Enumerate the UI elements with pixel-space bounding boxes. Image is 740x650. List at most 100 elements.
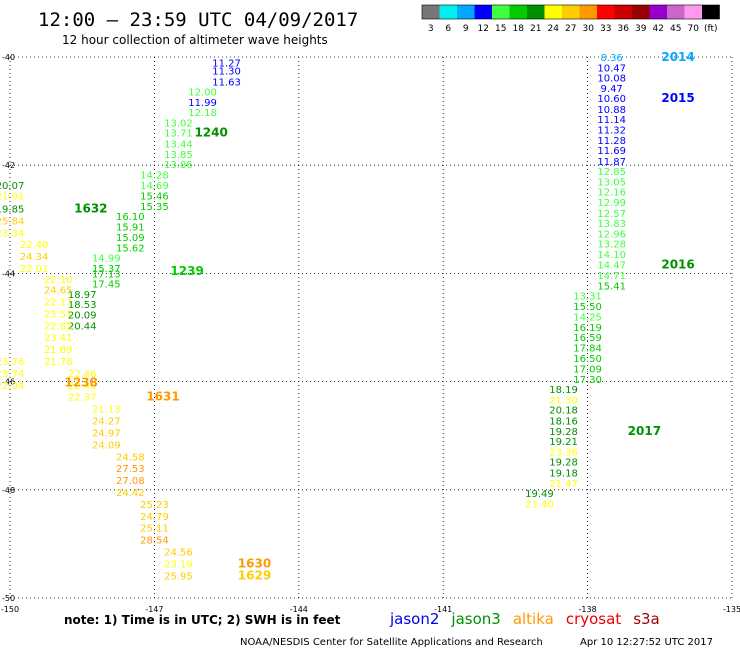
swh-value: 16.19	[573, 323, 602, 334]
swh-value: 20.44	[68, 321, 97, 332]
chart-subtitle: 12 hour collection of altimeter wave hei…	[62, 33, 328, 47]
swh-value: 22.10	[44, 275, 73, 286]
y-tick-label: -44	[2, 269, 15, 278]
swh-value: 27.08	[116, 476, 145, 487]
swh-value: 25.11	[140, 524, 169, 535]
swh-value: 23.74	[0, 369, 24, 380]
swh-value: 21.01	[0, 191, 24, 202]
colorbar-label: 3	[428, 24, 434, 34]
swh-value: 11.30	[212, 67, 241, 78]
colorbar-label: 6	[445, 24, 451, 34]
time-label: 2016	[661, 258, 694, 272]
colorbar-swatch	[457, 5, 475, 19]
swh-value: 13.85	[164, 150, 193, 161]
colorbar-label: 21	[530, 24, 541, 34]
swh-value: 13.83	[597, 219, 626, 230]
colorbar-swatch	[562, 5, 580, 19]
swh-value: 24.58	[116, 452, 145, 463]
swh-value: 24.27	[92, 417, 121, 428]
satellite-name: jason3	[450, 610, 500, 628]
swh-value: 16.50	[573, 354, 602, 365]
colorbar-swatch	[492, 5, 510, 19]
time-label: 1632	[74, 201, 107, 215]
swh-value: 14.99	[92, 254, 121, 265]
swh-value: 21.30	[549, 395, 578, 406]
swh-value: 10.47	[597, 63, 626, 74]
x-tick-label: -138	[579, 605, 597, 614]
swh-value: 13.05	[597, 177, 626, 188]
colorbar-swatch	[422, 5, 440, 19]
swh-value: 9.47	[601, 84, 623, 95]
swh-value: 17.84	[573, 344, 602, 355]
colorbar-label: 27	[565, 24, 576, 34]
swh-value: 19.18	[549, 468, 578, 479]
swh-value: 21.89	[44, 345, 73, 356]
swh-value: 21.40	[525, 499, 554, 510]
swh-value: 11.14	[597, 115, 626, 126]
swh-value: 19.85	[0, 204, 24, 215]
colorbar-frame	[421, 4, 720, 20]
swh-value: 10.08	[597, 74, 626, 85]
swh-value: 13.86	[164, 160, 193, 171]
swh-value: 25.95	[164, 571, 193, 582]
swh-value: 25.84	[0, 216, 24, 227]
colorbar-label: 45	[670, 24, 681, 34]
swh-value: 15.50	[573, 302, 602, 313]
colorbar-swatch	[439, 5, 457, 19]
swh-value: 14.47	[597, 261, 626, 272]
swh-value: 12.96	[597, 229, 626, 240]
axis-ticks: -150 -147 -144 -141 -138 -135 -40 -42 -44 -46 -48 -…	[1, 53, 740, 614]
swh-value: 23.57	[44, 309, 73, 320]
colorbar-swatch	[649, 5, 667, 19]
swh-value: 11.87	[597, 157, 626, 168]
swh-value: 23.36	[549, 447, 578, 458]
swh-value: 11.63	[212, 77, 241, 88]
swh-value: 14.10	[597, 250, 626, 261]
y-tick-label: -46	[2, 378, 15, 387]
swh-value: 17.45	[92, 280, 121, 291]
swh-value: 11.99	[188, 98, 217, 109]
colorbar-label: 24	[548, 24, 560, 34]
time-label: 2014	[661, 50, 694, 64]
swh-value: 12.85	[597, 167, 626, 178]
swh-value: 21.47	[549, 479, 578, 490]
colorbar-label: 33	[600, 24, 611, 34]
swh-value: 22.01	[20, 264, 49, 275]
colorbar-label: 18	[513, 24, 525, 34]
data-points: 11.2711.3011.6312.0011.9912.1813.0213.71…	[0, 53, 626, 582]
colorbar-swatch	[527, 5, 545, 19]
colorbar-label: 9	[463, 24, 469, 34]
swh-value: 24.97	[92, 428, 121, 439]
colorbar-swatch	[632, 5, 650, 19]
swh-value: 19.49	[525, 489, 554, 500]
colorbar-swatch	[667, 5, 685, 19]
swh-value: 14.71	[597, 271, 626, 282]
swh-value: 11.32	[597, 125, 626, 136]
swh-value: 13.02	[164, 118, 193, 129]
swh-value: 18.97	[68, 290, 97, 301]
swh-value: 15.62	[116, 243, 145, 254]
swh-value: 16.59	[573, 333, 602, 344]
swh-value: 24.56	[164, 547, 193, 558]
y-tick-label: -50	[2, 594, 15, 603]
time-label: 1240	[194, 126, 227, 140]
swh-value: 15.41	[597, 281, 626, 292]
swh-value: 23.41	[44, 333, 73, 344]
colorbar-label: (ft)	[704, 24, 718, 34]
time-label: 1239	[170, 264, 203, 278]
swh-value: 18.53	[68, 300, 97, 311]
swh-value: 24.09	[92, 440, 121, 451]
swh-value: 12.18	[188, 108, 217, 119]
swh-value: 10.88	[597, 105, 626, 116]
swh-value: 10.60	[597, 94, 626, 105]
swh-value: 11.27	[212, 58, 241, 69]
swh-value: 20.07	[0, 181, 24, 192]
swh-value: 13.44	[164, 140, 193, 151]
colorbar-label: 12	[478, 24, 489, 34]
colorbar-label: 15	[495, 24, 506, 34]
note-text: note: 1) Time is in UTC; 2) SWH is in fe…	[64, 613, 341, 627]
colorbar-label: 30	[583, 24, 595, 34]
swh-value: 20.18	[549, 406, 578, 417]
swh-value: 23.76	[0, 357, 24, 368]
swh-value: 17.30	[573, 375, 602, 386]
